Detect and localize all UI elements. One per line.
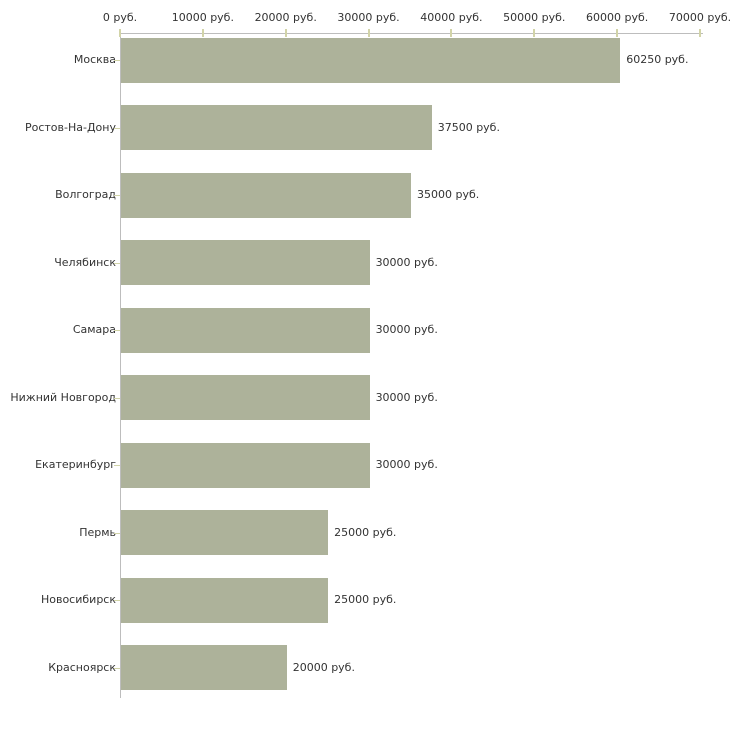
category-label: Волгоград [55, 188, 116, 202]
x-axis-tick-label: 40000 руб. [420, 11, 483, 24]
x-axis-line [120, 33, 703, 34]
bar [121, 307, 370, 353]
category-label: Екатеринбург [35, 458, 116, 472]
value-label: 37500 руб. [437, 120, 500, 134]
category-tick [114, 533, 120, 534]
category-label: Самара [72, 323, 116, 337]
category-tick [114, 330, 120, 331]
value-label: 25000 руб. [334, 593, 397, 607]
category-tick [114, 60, 120, 61]
bar [121, 577, 329, 623]
bar [121, 645, 287, 691]
x-axis-tick-label: 20000 руб. [254, 11, 317, 24]
category-tick [114, 128, 120, 129]
category-tick [114, 195, 120, 196]
bar [121, 172, 411, 218]
value-label: 35000 руб. [417, 188, 480, 202]
category-label: Нижний Новгород [10, 390, 116, 404]
value-label: 30000 руб. [375, 323, 438, 337]
category-label: Красноярск [48, 660, 116, 674]
x-axis-tick-label: 70000 руб. [668, 11, 730, 24]
x-axis-tick [367, 29, 370, 37]
x-axis-tick [699, 29, 701, 37]
category-tick [114, 263, 120, 264]
bar [121, 442, 370, 488]
x-axis-tick [201, 29, 204, 37]
value-label: 60250 руб. [626, 53, 689, 66]
x-axis-tick [450, 29, 453, 37]
x-axis-tick-label: 50000 руб. [503, 11, 566, 24]
x-axis-tick [119, 29, 121, 37]
x-axis-tick-label: 60000 руб. [586, 11, 649, 24]
x-axis-tick-label: 10000 руб. [171, 11, 234, 24]
x-axis-tick [533, 29, 536, 37]
bar [121, 240, 370, 286]
category-tick [114, 668, 120, 669]
x-axis-tick [284, 29, 287, 37]
value-label: 30000 руб. [375, 458, 438, 472]
bar [121, 375, 370, 421]
value-label: 30000 руб. [375, 390, 438, 404]
category-label: Новосибирск [40, 593, 116, 607]
bar [121, 510, 329, 556]
x-axis-tick-label: 30000 руб. [337, 11, 400, 24]
category-label: Пермь [79, 525, 116, 539]
category-label: Челябинск [54, 255, 116, 269]
x-axis-tick [616, 29, 619, 37]
category-tick [114, 398, 120, 399]
y-axis-line [120, 33, 121, 698]
value-label: 30000 руб. [375, 255, 438, 269]
category-label: Ростов-На-Дону [24, 120, 116, 134]
category-tick [114, 600, 120, 601]
value-label: 25000 руб. [334, 525, 397, 539]
bar [121, 105, 432, 151]
category-tick [114, 465, 120, 466]
category-label: Москва [73, 53, 116, 66]
bar [121, 37, 621, 83]
x-axis-tick-label: 0 руб. [102, 11, 138, 24]
value-label: 20000 руб. [292, 660, 355, 674]
